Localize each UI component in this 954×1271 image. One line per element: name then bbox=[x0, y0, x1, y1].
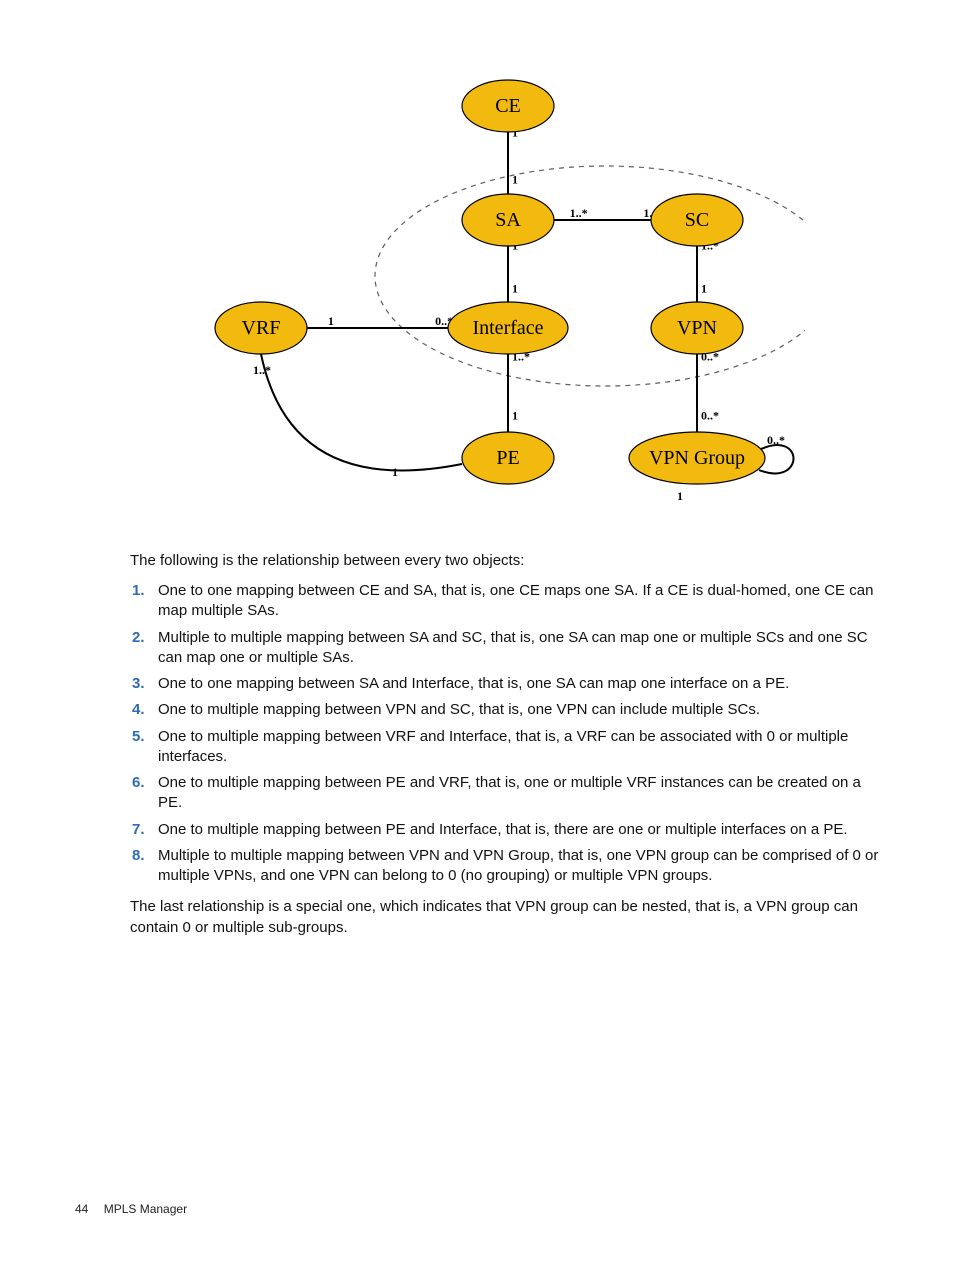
relation-item: 5.One to multiple mapping between VRF an… bbox=[130, 727, 879, 768]
relation-item: 1.One to one mapping between CE and SA, … bbox=[130, 581, 879, 622]
intro-paragraph: The following is the relationship betwee… bbox=[130, 550, 879, 571]
list-number: 5. bbox=[130, 727, 158, 747]
svg-text:1..*: 1..* bbox=[253, 363, 271, 377]
relation-item: 4.One to multiple mapping between VPN an… bbox=[130, 700, 879, 720]
list-text: One to multiple mapping between PE and V… bbox=[158, 773, 879, 814]
svg-text:1: 1 bbox=[512, 173, 518, 187]
svg-text:1: 1 bbox=[392, 465, 398, 479]
relations-list: 1.One to one mapping between CE and SA, … bbox=[130, 581, 879, 886]
svg-text:1: 1 bbox=[512, 409, 518, 423]
relation-item: 6.One to multiple mapping between PE and… bbox=[130, 773, 879, 814]
svg-text:CE: CE bbox=[495, 95, 521, 117]
list-number: 2. bbox=[130, 628, 158, 648]
svg-text:SA: SA bbox=[495, 209, 521, 231]
closing-paragraph: The last relationship is a special one, … bbox=[130, 896, 879, 938]
list-text: Multiple to multiple mapping between VPN… bbox=[158, 846, 879, 887]
list-number: 1. bbox=[130, 581, 158, 601]
relation-item: 2.Multiple to multiple mapping between S… bbox=[130, 628, 879, 669]
svg-text:SC: SC bbox=[684, 209, 708, 231]
list-text: Multiple to multiple mapping between SA … bbox=[158, 628, 879, 669]
list-text: One to multiple mapping between PE and I… bbox=[158, 820, 879, 840]
list-number: 3. bbox=[130, 674, 158, 694]
page-footer: 44 MPLS Manager bbox=[75, 1202, 187, 1216]
svg-text:1: 1 bbox=[512, 281, 518, 295]
svg-text:Interface: Interface bbox=[472, 317, 543, 339]
page-number: 44 bbox=[75, 1202, 88, 1216]
svg-text:PE: PE bbox=[496, 447, 519, 469]
svg-text:VPN Group: VPN Group bbox=[648, 447, 744, 469]
svg-text:1..*: 1..* bbox=[569, 206, 587, 220]
relation-item: 8.Multiple to multiple mapping between V… bbox=[130, 846, 879, 887]
list-number: 8. bbox=[130, 846, 158, 866]
list-text: One to multiple mapping between VRF and … bbox=[158, 727, 879, 768]
list-text: One to multiple mapping between VPN and … bbox=[158, 700, 879, 720]
svg-text:VRF: VRF bbox=[241, 317, 280, 339]
svg-text:1: 1 bbox=[701, 281, 707, 295]
relation-item: 3.One to one mapping between SA and Inte… bbox=[130, 674, 879, 694]
svg-text:VPN: VPN bbox=[676, 317, 716, 339]
footer-section: MPLS Manager bbox=[104, 1202, 187, 1216]
svg-text:0..*: 0..* bbox=[767, 433, 785, 447]
svg-text:1: 1 bbox=[677, 489, 683, 503]
list-number: 7. bbox=[130, 820, 158, 840]
list-text: One to one mapping between SA and Interf… bbox=[158, 674, 879, 694]
relationship-diagram: 111..*1..*111..*110..*1..*10..*0..*1..*1… bbox=[205, 60, 805, 510]
svg-text:0..*: 0..* bbox=[701, 409, 719, 423]
list-number: 6. bbox=[130, 773, 158, 793]
list-text: One to one mapping between CE and SA, th… bbox=[158, 581, 879, 622]
list-number: 4. bbox=[130, 700, 158, 720]
relation-item: 7.One to multiple mapping between PE and… bbox=[130, 820, 879, 840]
svg-text:1: 1 bbox=[327, 314, 333, 328]
